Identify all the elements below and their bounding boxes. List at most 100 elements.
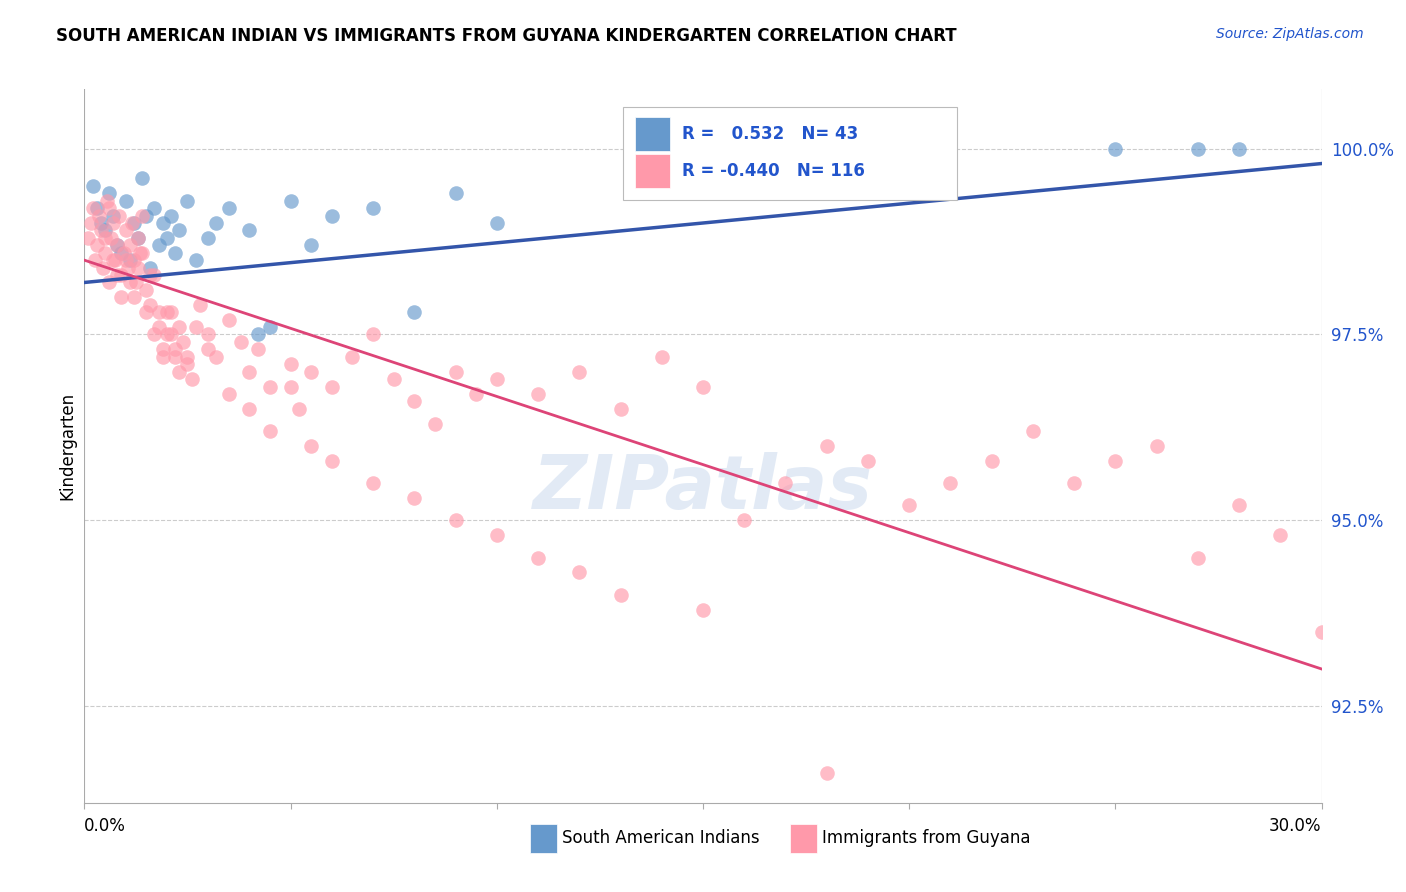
- Point: [444, 186, 467, 201]
- Point: [82, 201, 104, 215]
- Point: [856, 454, 879, 468]
- Point: [139, 298, 162, 312]
- Point: [103, 253, 125, 268]
- Text: 0.0%: 0.0%: [84, 817, 127, 835]
- Text: SOUTH AMERICAN INDIAN VS IMMIGRANTS FROM GUYANA KINDERGARTEN CORRELATION CHART: SOUTH AMERICAN INDIAN VS IMMIGRANTS FROM…: [56, 27, 957, 45]
- Point: [118, 253, 141, 268]
- Point: [143, 268, 166, 282]
- Point: [404, 305, 426, 319]
- Bar: [790, 824, 817, 853]
- Point: [118, 238, 141, 252]
- Point: [108, 209, 131, 223]
- Point: [1227, 499, 1250, 513]
- Point: [127, 260, 149, 275]
- Point: [692, 379, 714, 393]
- Point: [105, 238, 128, 252]
- Point: [83, 253, 105, 268]
- Point: [815, 439, 838, 453]
- Point: [167, 365, 190, 379]
- Point: [1187, 550, 1209, 565]
- Point: [184, 253, 207, 268]
- Point: [815, 766, 838, 780]
- Point: [321, 454, 343, 468]
- Point: [114, 253, 136, 268]
- Point: [651, 350, 673, 364]
- Text: South American Indians: South American Indians: [562, 830, 759, 847]
- Point: [122, 290, 145, 304]
- Bar: [530, 824, 557, 853]
- Point: [135, 305, 157, 319]
- Point: [100, 231, 122, 245]
- Text: R =   0.532   N= 43: R = 0.532 N= 43: [682, 125, 858, 143]
- Point: [129, 245, 152, 260]
- Point: [114, 194, 136, 208]
- Point: [143, 327, 166, 342]
- Point: [939, 476, 962, 491]
- Point: [94, 223, 117, 237]
- Point: [568, 365, 591, 379]
- Point: [139, 260, 162, 275]
- Point: [246, 327, 269, 342]
- Point: [733, 156, 755, 170]
- Point: [160, 209, 183, 223]
- Point: [94, 231, 117, 245]
- Point: [299, 238, 322, 252]
- Point: [87, 209, 110, 223]
- Point: [280, 379, 302, 393]
- Point: [692, 602, 714, 616]
- Point: [342, 350, 364, 364]
- Point: [218, 201, 240, 215]
- Point: [651, 156, 673, 170]
- Point: [135, 209, 157, 223]
- Point: [568, 566, 591, 580]
- Point: [172, 334, 194, 349]
- Point: [898, 499, 921, 513]
- Point: [404, 491, 426, 505]
- Point: [86, 201, 108, 215]
- Point: [404, 394, 426, 409]
- Text: Immigrants from Guyana: Immigrants from Guyana: [821, 830, 1031, 847]
- Point: [259, 379, 281, 393]
- Point: [444, 513, 467, 527]
- Point: [152, 216, 174, 230]
- Point: [103, 209, 125, 223]
- Point: [167, 223, 190, 237]
- Point: [733, 513, 755, 527]
- Point: [299, 439, 322, 453]
- Point: [110, 290, 132, 304]
- Point: [188, 298, 211, 312]
- Point: [167, 320, 190, 334]
- Point: [1146, 439, 1168, 453]
- Y-axis label: Kindergarten: Kindergarten: [58, 392, 76, 500]
- Point: [131, 171, 153, 186]
- Point: [82, 178, 104, 193]
- Point: [77, 231, 100, 245]
- Point: [131, 245, 153, 260]
- Point: [361, 476, 384, 491]
- Point: [361, 327, 384, 342]
- Point: [165, 245, 187, 260]
- Point: [180, 372, 202, 386]
- Point: [96, 194, 118, 208]
- Point: [125, 276, 148, 290]
- Point: [118, 276, 141, 290]
- Text: ZIPatlas: ZIPatlas: [533, 452, 873, 525]
- Point: [1227, 142, 1250, 156]
- Point: [105, 238, 128, 252]
- Point: [148, 305, 170, 319]
- Point: [197, 231, 219, 245]
- Point: [156, 305, 179, 319]
- Point: [1063, 476, 1085, 491]
- Point: [280, 357, 302, 371]
- Point: [218, 387, 240, 401]
- Text: R = -0.440   N= 116: R = -0.440 N= 116: [682, 162, 865, 180]
- Point: [176, 350, 198, 364]
- Point: [1022, 424, 1045, 438]
- Point: [103, 216, 125, 230]
- Point: [98, 276, 121, 290]
- Point: [527, 387, 550, 401]
- Bar: [623, 107, 956, 200]
- Point: [105, 268, 128, 282]
- Point: [288, 401, 311, 416]
- Point: [238, 365, 260, 379]
